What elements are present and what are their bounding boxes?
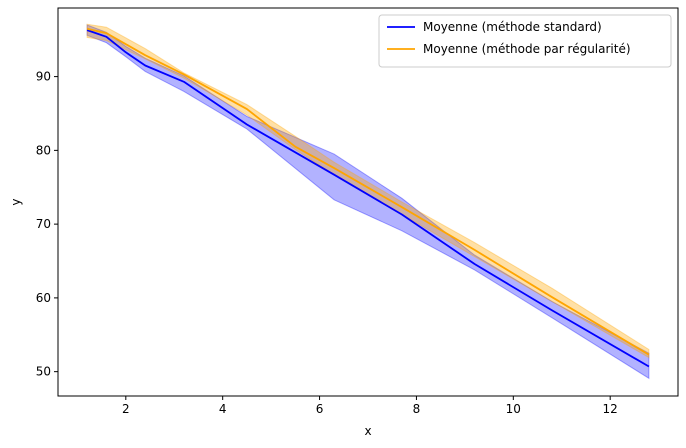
y-tick-label: 70 <box>36 217 51 231</box>
y-tick-label: 90 <box>36 70 51 84</box>
mean-lines <box>86 27 650 368</box>
band-regularite <box>86 23 650 359</box>
y-axis-ticks: 50 60 70 80 90 <box>36 70 58 379</box>
x-tick-label: 12 <box>603 402 618 416</box>
y-axis-label: y <box>9 198 23 205</box>
axes <box>57 7 679 397</box>
confidence-bands <box>86 23 650 380</box>
series-line-standard <box>86 29 650 368</box>
x-tick-label: 2 <box>122 402 130 416</box>
series-line-regularite <box>86 27 650 356</box>
x-axis-label: x <box>364 424 371 438</box>
legend-label-regularite: Moyenne (méthode par régularité) <box>423 42 631 56</box>
y-tick-label: 50 <box>36 365 51 379</box>
y-tick-label: 60 <box>36 291 51 305</box>
x-tick-label: 8 <box>413 402 421 416</box>
legend-box <box>378 14 672 68</box>
x-tick-label: 6 <box>316 402 324 416</box>
x-tick-label: 4 <box>219 402 227 416</box>
plot-frame <box>57 7 679 397</box>
legend: Moyenne (méthode standard) Moyenne (méth… <box>378 14 672 68</box>
x-axis-ticks: 2 4 6 8 10 12 <box>122 396 618 416</box>
band-standard <box>86 24 650 380</box>
x-tick-label: 10 <box>506 402 521 416</box>
legend-label-standard: Moyenne (méthode standard) <box>423 20 602 34</box>
y-tick-label: 80 <box>36 143 51 157</box>
